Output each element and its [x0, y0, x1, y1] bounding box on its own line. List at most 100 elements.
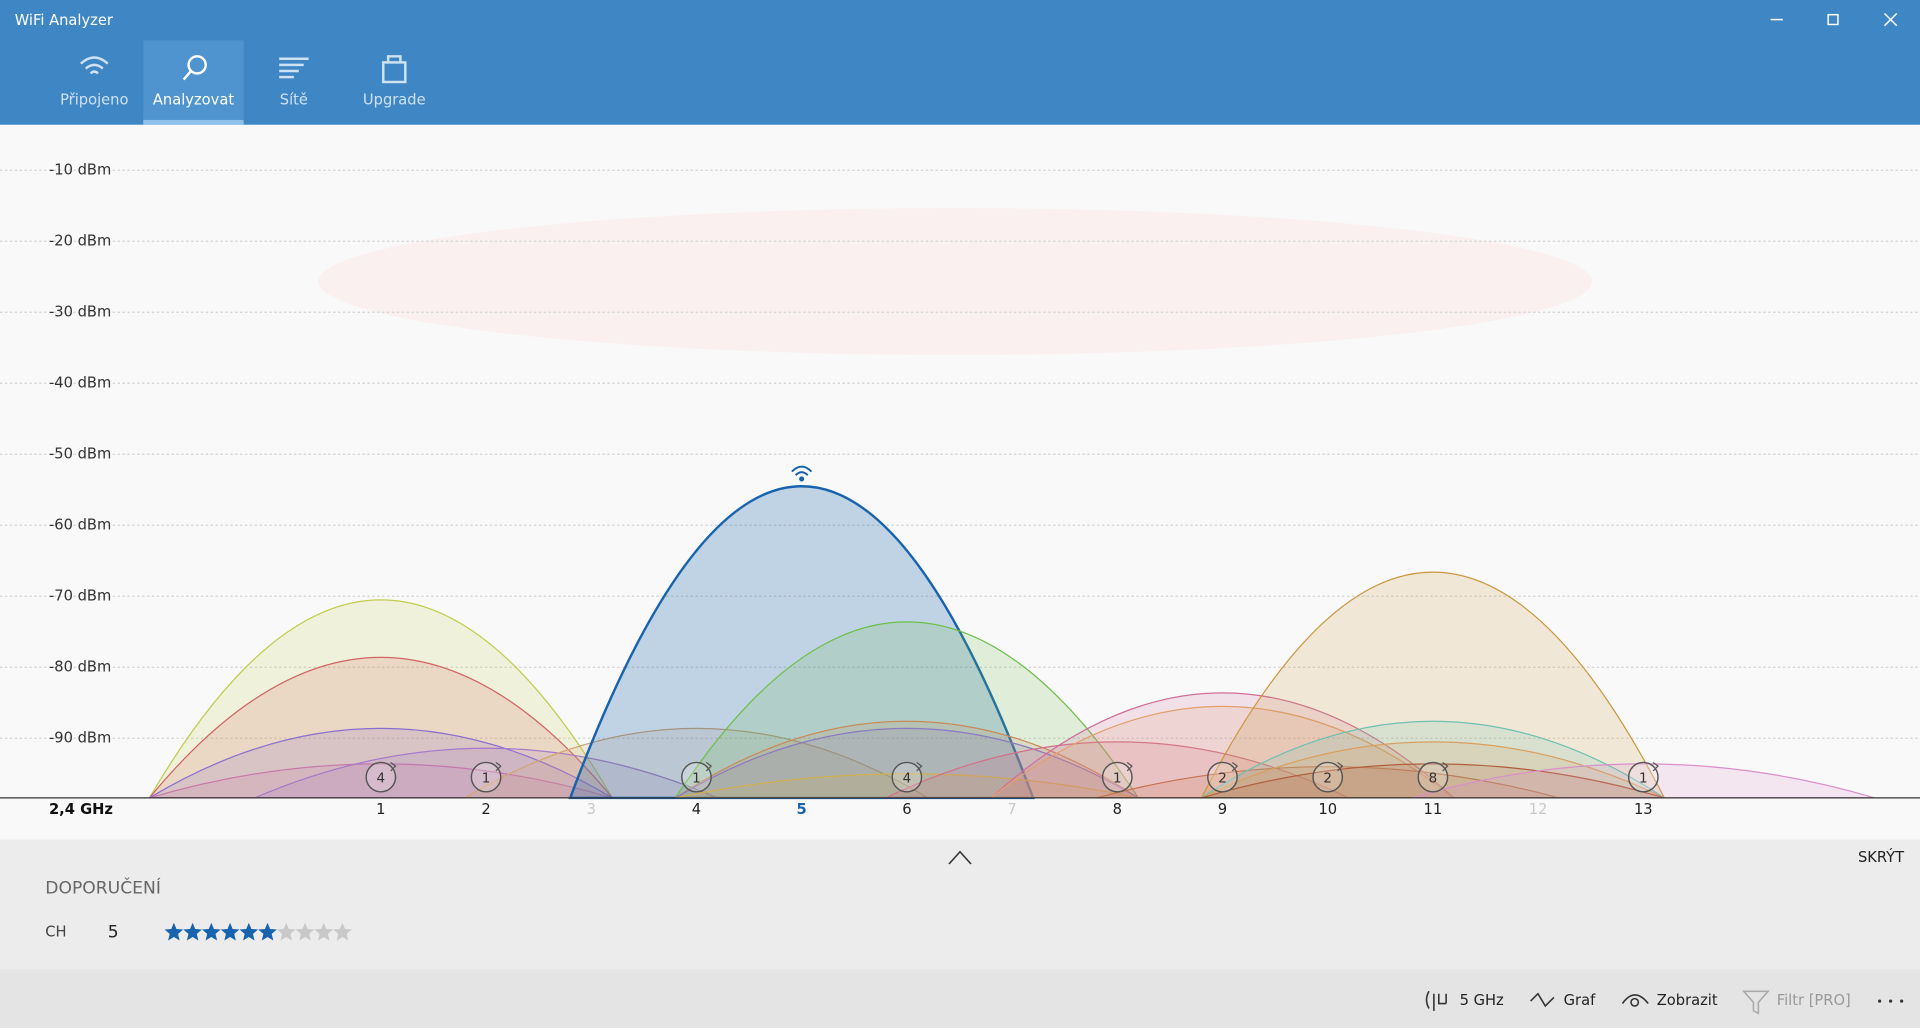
rating-star	[295, 922, 315, 941]
close-button[interactable]	[1883, 12, 1898, 27]
toolbar-button[interactable]: Graf	[1564, 992, 1596, 1009]
y-tick-label: -30 dBm	[49, 303, 111, 320]
signal-curve	[675, 773, 1139, 799]
channel-label[interactable]: 10	[1318, 801, 1337, 818]
connected-icon	[791, 465, 813, 482]
rating-star	[333, 922, 352, 941]
y-tick-label: -10 dBm	[49, 161, 111, 178]
tab-label[interactable]: Připojeno	[60, 91, 128, 108]
panel-title: DOPORUČENÍ	[45, 876, 161, 898]
channel-label[interactable]: 13	[1634, 801, 1653, 818]
tab-icon	[79, 56, 109, 75]
channel-badge[interactable]	[365, 761, 397, 793]
more-button[interactable]	[1878, 999, 1904, 1003]
channel-badge[interactable]	[1312, 761, 1344, 793]
rating-star	[164, 922, 184, 941]
rating-star	[220, 922, 240, 941]
tab-icon	[382, 55, 407, 84]
expand-chevron[interactable]	[948, 850, 972, 865]
signal-curve	[149, 763, 613, 799]
bag-handle	[386, 55, 402, 63]
channel-label[interactable]: 7	[1007, 801, 1016, 818]
channel-label[interactable]: 6	[902, 801, 911, 818]
rating-star	[314, 922, 334, 941]
channel-badge[interactable]	[891, 761, 923, 793]
more-dot	[1900, 999, 1904, 1003]
channel-label[interactable]: 4	[692, 801, 701, 818]
app-title: WiFi Analyzer	[15, 12, 114, 29]
tab-icon	[279, 57, 309, 79]
signal-curve	[673, 727, 1141, 799]
channel-badge[interactable]	[1627, 761, 1659, 793]
tab-label[interactable]: Upgrade	[363, 91, 426, 108]
rating-star	[183, 922, 202, 941]
channel-badge[interactable]	[681, 761, 712, 793]
channel-badge[interactable]	[1417, 761, 1449, 793]
y-tick-label: -60 dBm	[49, 516, 111, 533]
y-tick-label: -90 dBm	[49, 729, 111, 746]
channel-label: CH	[45, 924, 66, 941]
signal-curve	[989, 692, 1456, 799]
rating-star	[276, 922, 296, 941]
channel-count: 1	[1113, 771, 1122, 786]
channel-label[interactable]: 2	[481, 801, 490, 818]
channel-badge[interactable]	[1101, 761, 1133, 793]
channel-label[interactable]: 12	[1529, 801, 1548, 818]
signal-curve	[673, 720, 1141, 799]
channel-label[interactable]: 8	[1113, 801, 1122, 818]
more-dot	[1889, 999, 1893, 1003]
y-tick-label: -50 dBm	[49, 445, 111, 462]
bag-icon	[382, 61, 407, 84]
toolbar	[0, 969, 1920, 1028]
signal-curve	[1201, 741, 1665, 799]
badge-arrow	[1442, 761, 1449, 772]
x-axis-label: 2,4 GHz	[49, 801, 113, 818]
header	[0, 0, 1920, 125]
wifi-dot	[799, 476, 805, 482]
tab-label[interactable]: Sítě	[280, 91, 308, 108]
channel-label[interactable]: 5	[797, 801, 807, 818]
hide-button[interactable]: SKRÝT	[1858, 848, 1904, 866]
channel-count: 1	[1639, 771, 1648, 786]
wifi-arc	[791, 465, 813, 476]
channel-count: 1	[692, 771, 701, 786]
channel-label[interactable]: 1	[376, 801, 385, 818]
channel-label[interactable]: 9	[1218, 801, 1227, 818]
channel-badge[interactable]	[1207, 761, 1238, 793]
signal-curve	[462, 727, 931, 799]
tab-label[interactable]: Analyzovat	[153, 91, 234, 108]
signal-curve	[1199, 720, 1667, 799]
badge-arrow	[705, 761, 713, 772]
background-glow	[318, 208, 1592, 355]
restore-button[interactable]	[1827, 13, 1839, 26]
rating-star	[258, 922, 277, 941]
channel-label[interactable]: 11	[1424, 801, 1443, 818]
channel-count: 2	[1323, 771, 1332, 786]
signal-curve	[254, 747, 718, 799]
channel-count: 8	[1429, 771, 1438, 786]
y-tick-label: -70 dBm	[49, 587, 111, 604]
search-icon	[187, 55, 207, 75]
badge-arrow	[1231, 761, 1239, 772]
channel-count: 1	[482, 771, 491, 786]
view-icon	[1621, 994, 1649, 1005]
graph-icon	[1530, 992, 1555, 1008]
channel-count: 2	[1218, 771, 1227, 786]
signal-curve	[1201, 763, 1665, 799]
band-icon	[1425, 990, 1447, 1011]
rating-star	[239, 922, 259, 941]
toolbar-button[interactable]: Filtr [PRO]	[1777, 992, 1851, 1009]
tab-highlight	[143, 40, 244, 125]
rating-star	[202, 922, 221, 941]
toolbar-button[interactable]: Zobrazit	[1657, 992, 1718, 1009]
badge-arrow	[1126, 761, 1133, 772]
tab-icon	[182, 55, 207, 81]
channel-count: 4	[377, 771, 386, 786]
channel-badge[interactable]	[470, 761, 502, 793]
y-tick-label: -40 dBm	[49, 374, 111, 391]
channel-label[interactable]: 3	[587, 801, 596, 818]
toolbar-button[interactable]: 5 GHz	[1460, 992, 1504, 1009]
signal-curve	[1411, 763, 1875, 799]
search-handle	[182, 70, 192, 81]
wifi-icon	[79, 56, 109, 75]
